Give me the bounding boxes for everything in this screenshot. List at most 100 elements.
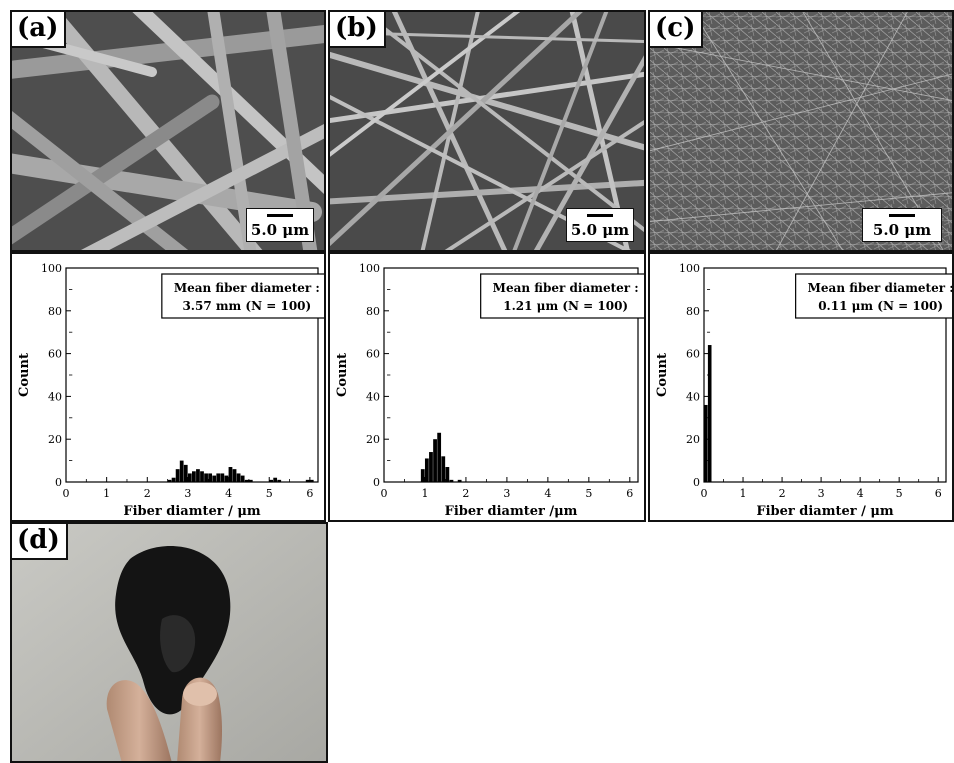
mean-diameter-heading: Mean fiber diameter : <box>174 281 320 295</box>
histogram-bar <box>457 479 462 482</box>
y-tick-label: 40 <box>686 390 700 403</box>
histogram-bar <box>171 477 176 482</box>
histogram-panel-a: 0 20 40 60 80 100 0 1 2 3 4 5 6 Fiber diamter / μm Cou… <box>10 252 326 522</box>
y-tick-label: 60 <box>686 348 700 361</box>
plot-frame <box>383 267 639 483</box>
panel-label-d: (d) <box>12 524 68 560</box>
x-axis-label: Fiber diamter / μm <box>756 504 894 519</box>
histogram-chart-b: 0 20 40 60 80 100 0 1 2 3 4 5 6 Fiber diamter /μm Coun… <box>335 262 644 519</box>
plot-frame <box>703 267 947 483</box>
histogram-bar <box>433 439 437 482</box>
panel-label-b: (b) <box>330 12 386 48</box>
histogram-bar <box>220 473 225 482</box>
histogram-bar <box>248 479 253 482</box>
histogram-bar <box>224 475 229 482</box>
mean-diameter-value: 0.11 μm (N = 100) <box>818 299 943 313</box>
mean-diameter-heading: Mean fiber diameter : <box>493 281 639 295</box>
y-tick-label: 100 <box>41 262 62 275</box>
x-tick-label: 1 <box>103 487 110 500</box>
histogram-panel-c: 0 20 40 60 80 100 0 1 2 3 4 5 6 Fiber diamter / μm Cou… <box>648 252 954 522</box>
scale-bar-text-a: 5.0 μm <box>250 221 310 239</box>
scale-bar-line <box>267 214 293 217</box>
y-tick-label: 0 <box>55 476 62 489</box>
x-tick-label: 2 <box>144 487 151 500</box>
y-tick-label: 60 <box>48 348 62 361</box>
histogram-chart-c: 0 20 40 60 80 100 0 1 2 3 4 5 6 Fiber diamter / μm Cou… <box>655 262 952 519</box>
y-tick-label: 0 <box>693 476 700 489</box>
histogram-bar <box>228 467 233 482</box>
fiber-texture-a <box>12 12 324 250</box>
histogram-bar <box>309 479 314 482</box>
mean-diameter-box <box>161 273 324 319</box>
histogram-bar <box>704 404 708 482</box>
x-tick-label: 3 <box>503 487 510 500</box>
histogram-bar <box>187 473 192 482</box>
x-tick-label: 4 <box>225 487 232 500</box>
x-tick-label: 5 <box>896 487 903 500</box>
x-tick-label: 3 <box>818 487 825 500</box>
mean-diameter-box <box>795 273 952 319</box>
histogram-bar <box>429 452 433 482</box>
histogram-bar <box>183 464 188 482</box>
scale-bar-text-b: 5.0 μm <box>570 221 630 239</box>
x-tick-label: 4 <box>857 487 864 500</box>
mean-diameter-heading: Mean fiber diameter : <box>808 281 952 295</box>
histogram-bar <box>445 467 450 482</box>
histogram-panel-b: 0 20 40 60 80 100 0 1 2 3 4 5 6 Fiber diamter /μm Coun… <box>328 252 646 522</box>
y-tick-label: 0 <box>373 476 380 489</box>
histogram-bar <box>273 477 278 482</box>
x-tick-label: 4 <box>544 487 551 500</box>
histogram-bar <box>277 479 282 482</box>
fiber-mat-photo <box>12 524 326 761</box>
histogram-bar <box>449 479 454 482</box>
histogram-bar <box>208 473 213 482</box>
mean-diameter-value: 1.21 μm (N = 100) <box>503 299 628 313</box>
x-tick-label: 2 <box>779 487 786 500</box>
x-tick-label: 6 <box>626 487 633 500</box>
x-tick-label: 0 <box>63 487 70 500</box>
scale-bar-b: 5.0 μm <box>566 208 634 242</box>
histogram-bar <box>200 471 204 482</box>
fiber-texture-b <box>330 12 644 250</box>
histogram-bar <box>441 456 446 482</box>
histogram-bar <box>437 432 442 482</box>
x-tick-label: 1 <box>740 487 747 500</box>
x-tick-label: 0 <box>381 487 388 500</box>
histogram-bar <box>240 475 245 482</box>
histogram-bar <box>167 479 172 482</box>
histogram-bar <box>175 469 180 482</box>
panel-label-a: (a) <box>12 12 67 48</box>
scale-bar-line <box>889 214 915 217</box>
histogram-bar <box>179 460 184 482</box>
x-axis-label: Fiber diamter / μm <box>123 504 261 519</box>
scale-bar-text-c: 5.0 μm <box>872 221 932 239</box>
y-tick-label: 40 <box>366 390 380 403</box>
histogram-bar <box>244 479 249 482</box>
x-axis-label: Fiber diamter /μm <box>445 504 578 519</box>
y-tick-label: 20 <box>686 433 700 446</box>
y-tick-label: 80 <box>48 305 62 318</box>
scale-bar-a: 5.0 μm <box>246 208 314 242</box>
y-tick-label: 80 <box>686 305 700 318</box>
panel-label-c: (c) <box>650 12 704 48</box>
x-tick-label: 6 <box>306 487 313 500</box>
histogram-chart-a: 0 20 40 60 80 100 0 1 2 3 4 5 6 Fiber diamter / μm Cou… <box>17 262 324 519</box>
x-tick-label: 5 <box>585 487 592 500</box>
scale-bar-c: 5.0 μm <box>862 208 942 242</box>
y-tick-label: 60 <box>366 348 380 361</box>
y-tick-label: 80 <box>366 305 380 318</box>
mean-diameter-value: 3.57 mm (N = 100) <box>182 299 311 313</box>
y-axis-label: Count <box>655 353 670 397</box>
x-tick-label: 0 <box>701 487 708 500</box>
histogram-bar <box>216 473 221 482</box>
y-tick-label: 100 <box>359 262 380 275</box>
y-axis-label: Count <box>17 353 32 397</box>
histogram-bar <box>212 475 217 482</box>
y-axis-label: Count <box>335 353 350 397</box>
histogram-bar <box>204 473 208 482</box>
x-tick-label: 5 <box>266 487 273 500</box>
histogram-bar <box>305 479 310 482</box>
photo-panel-d: (d) <box>10 522 328 763</box>
sem-image-c: (c) 5.0 μm <box>648 10 954 252</box>
x-tick-label: 1 <box>421 487 428 500</box>
